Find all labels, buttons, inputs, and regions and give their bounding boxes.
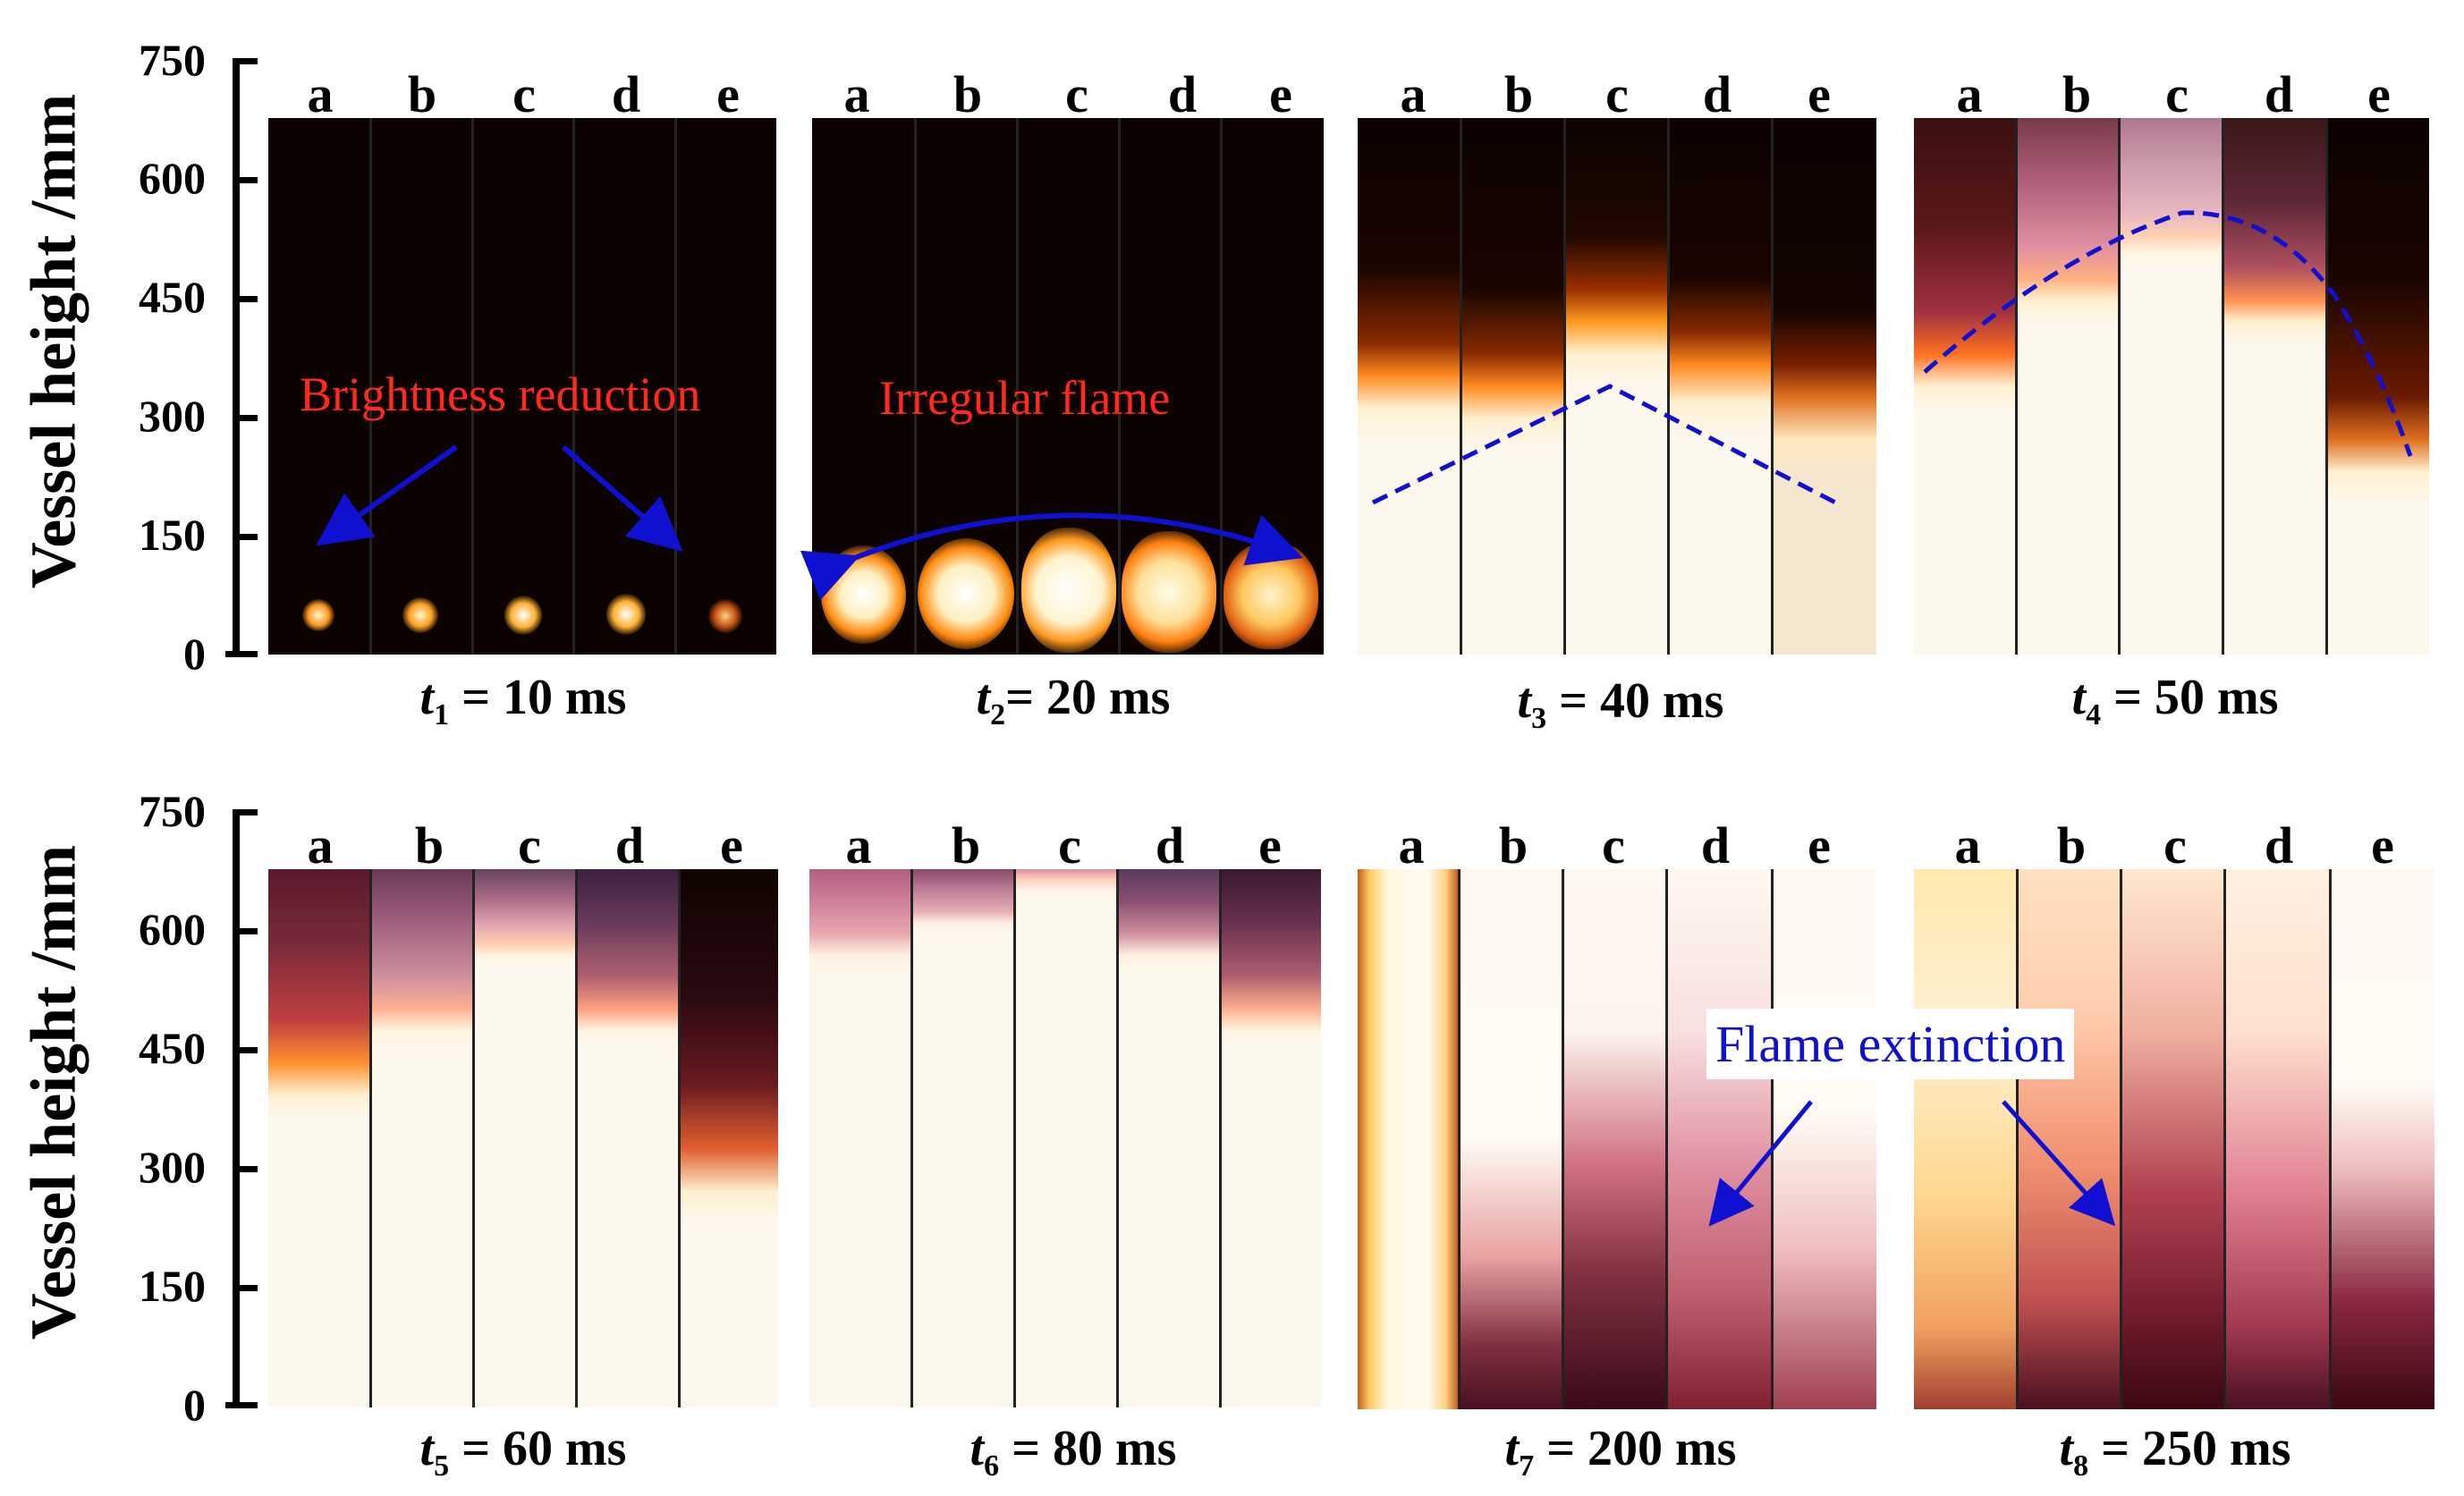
- column-letter: b: [407, 65, 437, 123]
- column-letter: e: [720, 816, 743, 875]
- column-letter: a: [307, 65, 334, 123]
- column-letter: d: [1155, 816, 1185, 875]
- column-letter: d: [2264, 65, 2294, 123]
- column-letter: d: [614, 816, 645, 875]
- column-letter: a: [1398, 816, 1425, 875]
- arrow-right: [562, 444, 683, 552]
- y-tick: [233, 1166, 258, 1172]
- column-letter: b: [2062, 65, 2092, 123]
- arrow-extinction-right: [2002, 1100, 2116, 1227]
- y-tick-label: 0: [183, 1380, 206, 1430]
- column-letter: a: [307, 816, 334, 875]
- y-axis-row2: [233, 809, 240, 1408]
- column-letter: d: [2264, 816, 2294, 875]
- time-label-t2: t2= 20 ms: [976, 670, 1171, 732]
- arrow-left: [316, 444, 458, 546]
- y-tick-label: 0: [183, 629, 206, 679]
- column-letter: e: [1269, 65, 1292, 123]
- y-tick-label: 600: [139, 153, 206, 203]
- time-label-t7: t7 = 200 ms: [1504, 1421, 1737, 1483]
- column-letter: e: [716, 65, 740, 123]
- y-tick: [233, 534, 258, 540]
- column-letter: c: [1605, 65, 1629, 123]
- y-tick-label: 450: [139, 1023, 206, 1073]
- column-letter: a: [1956, 65, 1983, 123]
- column-letter: e: [2367, 65, 2391, 123]
- column-letter: e: [2371, 816, 2394, 875]
- y-tick: [233, 296, 258, 302]
- column-letter: a: [845, 816, 872, 875]
- flame-panel-t6: [809, 869, 1321, 1407]
- column-letter: a: [1954, 816, 1981, 875]
- column-letter: d: [1700, 816, 1731, 875]
- column-letter: c: [1065, 65, 1088, 123]
- y-tick: [225, 1402, 258, 1408]
- y-tick: [233, 58, 258, 64]
- y-tick-label: 600: [139, 904, 206, 954]
- column-letter: c: [1602, 816, 1625, 875]
- column-letter: e: [1258, 816, 1282, 875]
- y-tick-label: 150: [139, 510, 206, 560]
- y-tick: [233, 1285, 258, 1291]
- column-letter: b: [1498, 816, 1528, 875]
- column-letter: c: [2165, 65, 2189, 123]
- flame-panel-t8: [1914, 869, 2434, 1409]
- column-letter: a: [843, 65, 870, 123]
- y-tick: [233, 177, 258, 183]
- column-letter: a: [1400, 65, 1427, 123]
- arrow-extinction-left: [1708, 1100, 1813, 1227]
- column-letter: e: [1808, 816, 1831, 875]
- column-letter: b: [414, 816, 445, 875]
- column-letter: c: [512, 65, 536, 123]
- dashed-profile-t4: [1923, 210, 2413, 457]
- y-tick: [233, 928, 258, 934]
- arc-irregular: [800, 512, 1303, 601]
- column-letter: b: [1503, 65, 1534, 123]
- column-letter: b: [951, 816, 981, 875]
- y-tick-label: 150: [139, 1261, 206, 1311]
- y-tick-label: 300: [139, 391, 206, 441]
- y-tick: [225, 651, 258, 657]
- y-axis-row1: [233, 58, 240, 657]
- y-tick-label: 450: [139, 272, 206, 322]
- column-letter: b: [2056, 816, 2087, 875]
- time-label-t5: t5 = 60 ms: [419, 1421, 627, 1483]
- time-label-t4: t4 = 50 ms: [2071, 670, 2279, 732]
- column-letter: d: [611, 65, 641, 123]
- column-letter: b: [953, 65, 983, 123]
- column-letter: d: [1702, 65, 1732, 123]
- y-tick-label: 300: [139, 1142, 206, 1192]
- column-letter: e: [1808, 65, 1831, 123]
- y-tick-label: 750: [139, 35, 206, 85]
- flame-panel-t7: [1358, 869, 1876, 1409]
- flame-panel-t3: [1358, 118, 1876, 655]
- y-tick: [233, 415, 258, 421]
- annotation-flame-extinction: Flame extinction: [1706, 1009, 2075, 1079]
- column-letter: d: [1167, 65, 1198, 123]
- column-letter: c: [518, 816, 541, 875]
- y-tick: [233, 809, 258, 816]
- column-letter: c: [2163, 816, 2187, 875]
- time-label-t6: t6 = 80 ms: [970, 1421, 1177, 1483]
- flame-panel-t4: [1914, 118, 2429, 655]
- y-tick-label: 750: [139, 786, 206, 836]
- flame-panel-t1: [268, 118, 776, 655]
- dashed-profile-t3: [1371, 384, 1844, 509]
- annotation-brightness-reduction: Brightness reduction: [300, 368, 701, 421]
- time-label-t1: t1 = 10 ms: [419, 670, 627, 732]
- column-letter: c: [1058, 816, 1081, 875]
- flame-panel-t5: [268, 869, 778, 1407]
- time-label-t3: t3 = 40 ms: [1517, 673, 1724, 736]
- annotation-irregular-flame: Irregular flame: [879, 371, 1171, 425]
- time-label-t8: t8 = 250 ms: [2059, 1421, 2291, 1483]
- y-tick: [233, 1047, 258, 1053]
